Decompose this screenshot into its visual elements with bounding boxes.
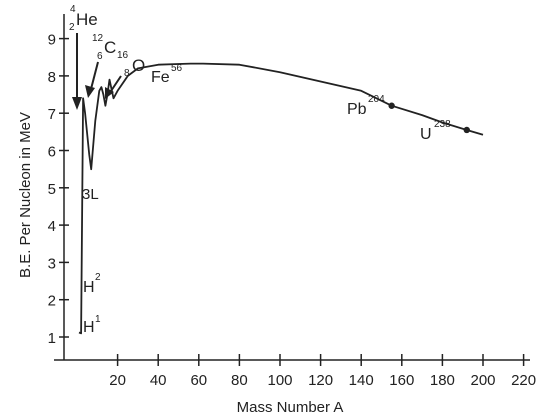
tick-marks: 1234567892040608010012014016018020022024… [48,32,536,389]
pb-annotation: Pb 204 [347,94,385,118]
h1-annotation: H 1 [83,314,101,336]
x-axis-label: Mass Number A [237,399,344,416]
pb-mass: 204 [368,94,385,105]
y-tick-label-3: 3 [48,255,56,272]
x-tick-label-80: 80 [231,372,248,389]
c-atomic: 6 [97,51,103,62]
x-tick-label-120: 120 [308,372,333,389]
y-tick-label-9: 9 [48,32,56,49]
h1-mass: 1 [95,314,101,325]
y-tick-label-6: 6 [48,144,56,161]
c-mass: 12 [92,33,104,44]
he-atomic: 2 [69,22,75,33]
x-tick-label-160: 160 [389,372,414,389]
fe-symbol: Fe [151,69,170,86]
axes [54,14,530,361]
o-arrow-head [105,87,114,99]
x-tick-label-180: 180 [430,372,455,389]
x-tick-label-60: 60 [190,372,207,389]
he-annotation: 4 2 He [69,4,98,33]
c-symbol: C [104,38,116,57]
c-annotation: 12 6 C [92,33,116,62]
y-tick-label-5: 5 [48,181,56,198]
fe-mass: 56 [171,63,183,74]
h2-symbol: H [83,279,95,296]
y-tick-label-1: 1 [48,330,56,347]
o-mass: 16 [117,50,129,61]
labels: Mass Number A B.E. Per Nucleon in MeV 4 … [17,4,451,416]
u-symbol: U [420,126,432,143]
o-arrow [105,75,122,99]
arrows [72,33,122,110]
x-tick-label-100: 100 [267,372,292,389]
h2-annotation: H 2 [83,272,101,296]
c-arrow-head [85,85,95,98]
y-tick-label-8: 8 [48,69,56,86]
o-symbol: O [132,56,145,75]
he-arrow-head [72,97,82,110]
he-arrow [72,33,82,110]
x-tick-label-20: 20 [109,372,126,389]
x-tick-label-220: 220 [511,372,536,389]
o-annotation: 16 8 O [117,50,145,79]
x-tick-label-200: 200 [470,372,495,389]
o-arrow-shaft [110,75,122,92]
binding-energy-curve [78,62,484,335]
he-symbol: He [76,10,98,29]
li-label: 3L [82,186,99,203]
data-point-1 [463,126,470,134]
x-tick-label-40: 40 [150,372,167,389]
y-tick-label-4: 4 [48,218,56,235]
c-arrow [85,61,99,98]
x-tick-label-140: 140 [349,372,374,389]
pb-symbol: Pb [347,101,367,118]
u-annotation: U 238 [420,119,451,143]
h2-mass: 2 [95,272,101,283]
data-point-0 [388,102,395,109]
fe-annotation: Fe 56 [151,63,183,86]
curve-layer [78,62,484,335]
h1-symbol: H [83,319,95,336]
o-atomic: 8 [124,68,130,79]
he-mass: 4 [70,4,76,15]
y-tick-label-7: 7 [48,106,56,123]
u-mass: 238 [434,119,451,130]
c-arrow-shaft [90,61,99,90]
y-axis-label: B.E. Per Nucleon in MeV [17,112,34,278]
y-tick-label-2: 2 [48,293,56,310]
